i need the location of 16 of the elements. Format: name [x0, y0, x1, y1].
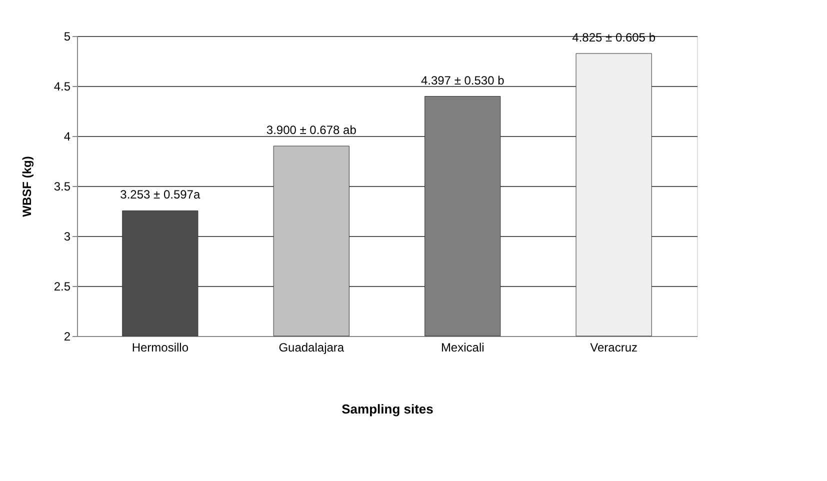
- x-tick-label: Mexicali: [440, 340, 484, 354]
- data-label: 4.397 ± 0.530 b: [420, 73, 505, 88]
- x-axis-title: Sampling sites: [342, 402, 434, 416]
- data-label: 3.253 ± 0.597a: [120, 188, 200, 202]
- y-tick-label: 3.5: [54, 180, 71, 194]
- y-tick-label: 4.5: [54, 80, 71, 94]
- y-tick-label: 5: [64, 30, 71, 44]
- y-axis-title: WBSF (kg): [20, 156, 34, 217]
- y-tick-label: 2.5: [54, 280, 71, 294]
- x-tick-label: Veracruz: [590, 340, 638, 354]
- y-tick-label: 4: [64, 130, 71, 144]
- data-label: 3.900 ± 0.678 ab: [266, 123, 357, 137]
- x-tick-label: Guadalajara: [278, 340, 344, 354]
- y-tick-label: 3: [64, 230, 71, 244]
- y-tick-label: 2: [64, 330, 71, 344]
- x-tick-label: Hermosillo: [132, 340, 189, 354]
